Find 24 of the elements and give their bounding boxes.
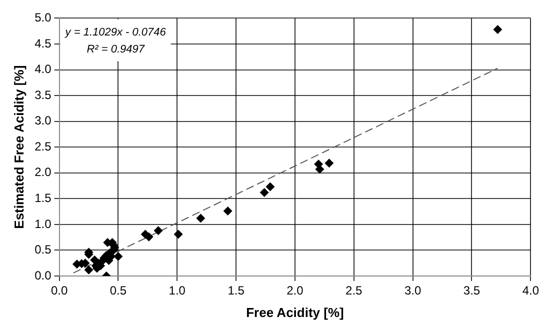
y-tick-label: 2.5 xyxy=(34,139,52,154)
y-tick-label: 0.5 xyxy=(34,242,52,257)
x-tick-label: 3.0 xyxy=(404,284,422,298)
x-tick-label: 3.5 xyxy=(463,284,480,298)
x-tick-label: 2.0 xyxy=(286,284,304,298)
x-tick-label: 0.0 xyxy=(50,284,68,298)
annotation: y = 1.1029x - 0.0746 xyxy=(64,26,167,38)
y-tick-label: 4.5 xyxy=(34,36,52,50)
x-tick-label: 1.5 xyxy=(228,284,245,298)
y-tick-label: 5.0 xyxy=(34,10,52,25)
x-axis-title: Free Acidity [%] xyxy=(246,304,344,320)
annotation: R² = 0.9497 xyxy=(86,43,146,56)
y-tick-label: 1.5 xyxy=(34,190,52,205)
y-axis-title: Estimated Free Acidity [%] xyxy=(11,65,26,229)
x-tick-label: 4.0 xyxy=(522,284,540,298)
y-tick-label: 4.0 xyxy=(34,62,52,76)
x-tick-label: 0.5 xyxy=(110,284,127,298)
y-tick-label: 0.0 xyxy=(34,268,52,282)
x-tick-label: 1.0 xyxy=(168,284,186,298)
y-tick-label: 3.5 xyxy=(34,88,52,102)
y-tick-label: 3.0 xyxy=(34,114,52,128)
x-tick-label: 2.5 xyxy=(346,284,363,298)
y-tick-label: 1.0 xyxy=(34,216,52,231)
y-tick-label: 2.0 xyxy=(34,165,52,180)
